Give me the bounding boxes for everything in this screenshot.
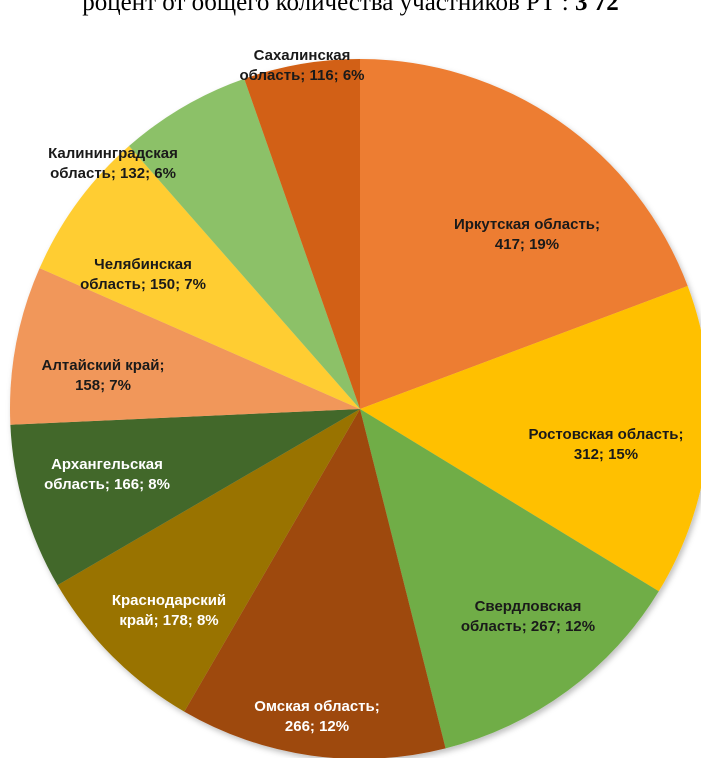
slice-label-2: Ростовская область; 312; 15%: [528, 426, 683, 463]
caption-total: 3 72: [574, 0, 619, 16]
slice-label-line: Иркутская область;: [454, 216, 600, 233]
pie-slice-3: [360, 409, 659, 749]
slice-label-1: Иркутская область; 417; 19%: [454, 216, 600, 253]
slice-label-line: Сахалинская: [254, 47, 351, 64]
slice-label-line: область; 132; 6%: [50, 165, 176, 182]
slice-label-line: 417; 19%: [495, 236, 559, 253]
slice-label-line: область; 116; 6%: [239, 67, 364, 84]
slice-label-line: Архангельская: [51, 456, 163, 473]
figure-caption: роцент от общего количества участников Р…: [0, 0, 701, 18]
slice-label-line: область; 267; 12%: [461, 618, 595, 635]
pie-slice-2: [360, 286, 701, 592]
slice-label-line: Омская область;: [254, 698, 380, 715]
pie-slice-6: [10, 409, 361, 586]
slice-label-3: Свердловская область; 267; 12%: [461, 598, 595, 635]
slice-label-line: Челябинская: [94, 256, 192, 273]
slice-label-8: Челябинская область; 150; 7%: [80, 256, 206, 293]
slice-label-9: Калининградская область; 132; 6%: [48, 145, 178, 182]
slice-label-line: край; 178; 8%: [119, 612, 218, 629]
slice-label-7: Алтайский край; 158; 7%: [42, 357, 165, 394]
caption-text: роцент от общего количества участников Р…: [82, 0, 575, 16]
pie-slice-5: [57, 409, 360, 712]
slice-label-line: 266; 12%: [285, 718, 349, 735]
pie-slice-4: [184, 409, 446, 758]
slice-label-line: область; 166; 8%: [44, 476, 170, 493]
pie-slice-7: [10, 268, 360, 425]
slice-label-10: Сахалинская область; 116; 6%: [239, 47, 364, 84]
pie-slice-1: [360, 59, 688, 409]
slice-label-line: 158; 7%: [75, 377, 131, 394]
slice-label-line: Калининградская: [48, 145, 178, 162]
slice-label-4: Омская область; 266; 12%: [254, 698, 380, 735]
slice-label-line: Краснодарский: [112, 592, 226, 609]
pie-slice-9: [129, 78, 360, 409]
slice-label-line: Свердловская: [475, 598, 582, 615]
slice-label-line: Ростовская область;: [528, 426, 683, 443]
slice-label-6: Архангельская область; 166; 8%: [44, 456, 170, 493]
slice-label-line: 312; 15%: [574, 446, 638, 463]
pie-slice-10: [244, 59, 360, 409]
pie-slice-8: [39, 146, 361, 410]
slice-label-line: область; 150; 7%: [80, 276, 206, 293]
slice-label-line: Алтайский край;: [42, 357, 165, 374]
slice-label-5: Краснодарский край; 178; 8%: [112, 592, 226, 629]
